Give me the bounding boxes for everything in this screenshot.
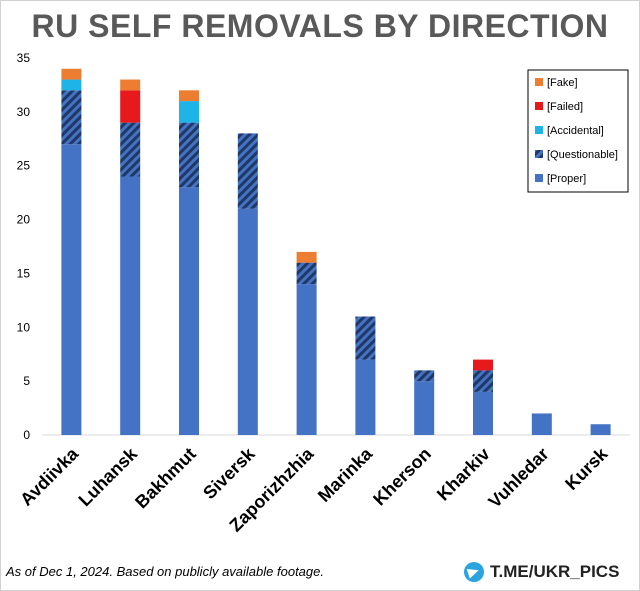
legend-swatch-fake <box>535 78 543 86</box>
bar-segment-fake <box>61 68 82 80</box>
y-tick-label: 15 <box>17 266 31 280</box>
legend-swatch-questionable <box>535 150 543 158</box>
bar-segment-fake <box>296 251 317 263</box>
bar-segment-proper <box>414 381 435 435</box>
bar-segment-proper <box>237 208 258 435</box>
y-tick-label: 30 <box>17 105 31 119</box>
bar-segment-questionable <box>296 262 317 285</box>
bar-segment-failed <box>473 359 493 371</box>
bar-segment-proper <box>296 284 317 435</box>
legend-label: [Failed] <box>547 101 583 113</box>
y-tick-label: 0 <box>23 428 30 442</box>
bar-segment-questionable <box>61 90 82 145</box>
x-tick-label: Kursk <box>561 443 612 494</box>
x-tick-label: Avdiivka <box>16 443 83 510</box>
legend-box <box>527 69 629 193</box>
bar-segment-proper <box>179 187 199 435</box>
bar-segment-questionable <box>473 370 493 392</box>
bar-segment-proper <box>61 144 82 435</box>
bar-segment-fake <box>179 90 199 102</box>
x-tick-label: Vuhledar <box>484 444 552 512</box>
bar-segment-fake <box>120 79 141 91</box>
bar-segment-questionable <box>237 133 258 209</box>
bar-segment-failed <box>120 90 141 123</box>
bar-segment-questionable <box>179 122 199 188</box>
y-tick-label: 10 <box>17 320 31 334</box>
bar-segment-proper <box>473 391 493 435</box>
bar-segment-questionable <box>120 122 141 177</box>
brand-text: T.ME/UKR_PICS <box>490 562 620 581</box>
bar-segment-proper <box>120 176 141 435</box>
legend-swatch-accidental <box>535 126 543 134</box>
bar-segment-accidental <box>179 101 199 123</box>
y-tick-label: 5 <box>23 374 30 388</box>
x-tick-label: Luhansk <box>75 443 142 510</box>
x-tick-label: Bakhmut <box>131 444 200 513</box>
bar-segment-proper <box>355 359 376 435</box>
x-tick-label: Marinka <box>314 443 377 506</box>
y-tick-label: 20 <box>17 213 31 227</box>
footer-note: As of Dec 1, 2024. Based on publicly ava… <box>6 564 324 579</box>
legend-swatch-failed <box>535 102 543 110</box>
legend-label: [Questionable] <box>547 149 618 161</box>
x-tick-label: Kherson <box>369 444 435 510</box>
bar-segment-proper <box>531 413 552 435</box>
legend-label: [Fake] <box>547 77 578 89</box>
bar-segment-questionable <box>414 370 435 382</box>
x-tick-label: Kharkiv <box>433 444 494 505</box>
legend-label: [Accidental] <box>547 125 604 137</box>
brand-link[interactable]: T.ME/UKR_PICS <box>464 562 619 582</box>
chart-title: RU SELF REMOVALS BY DIRECTION <box>31 8 609 44</box>
legend-label: [Proper] <box>547 173 586 185</box>
y-tick-label: 25 <box>17 159 31 173</box>
bar-segment-accidental <box>61 79 82 91</box>
y-tick-label: 35 <box>17 51 31 65</box>
x-tick-label: Siversk <box>199 443 259 503</box>
telegram-icon <box>464 562 484 582</box>
bar-segment-questionable <box>355 316 376 360</box>
legend-swatch-proper <box>535 174 543 182</box>
bar-segment-proper <box>590 424 611 435</box>
